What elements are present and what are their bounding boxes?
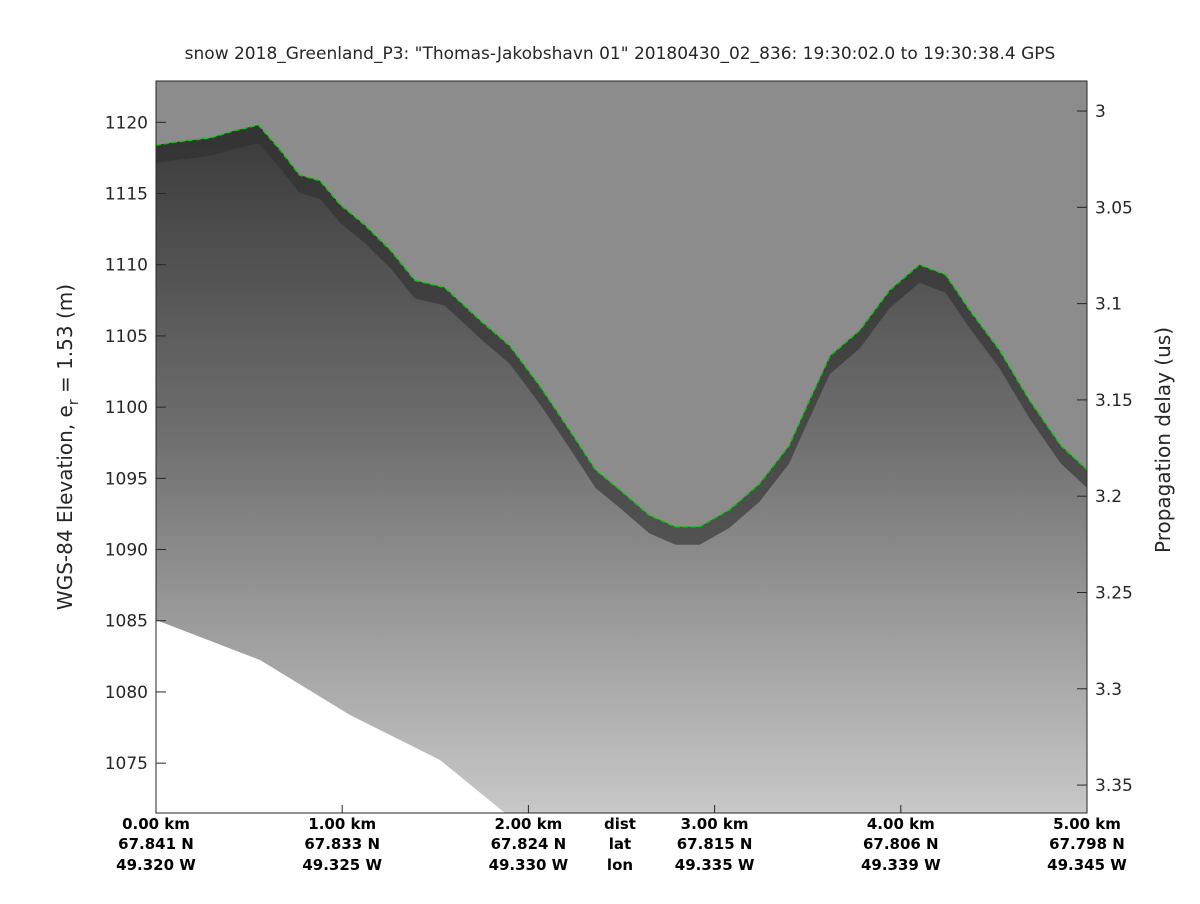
y2-axis-label: Propagation delay (us)	[1151, 327, 1175, 553]
y-tick-label: 1075	[105, 754, 148, 774]
surface-line	[156, 124, 1087, 528]
no-data-region	[156, 620, 505, 813]
y-label-text: = 1.53 (m)	[53, 284, 77, 399]
x-tick-label: 5.00 km	[1053, 815, 1121, 833]
row-header: lon	[607, 856, 633, 874]
x-tick-label: 4.00 km	[867, 815, 935, 833]
row-header: lat	[609, 835, 631, 853]
y-tick-label: 1110	[105, 256, 148, 276]
y2-tick-label: 3.25	[1095, 583, 1133, 603]
lon-label: 49.335 W	[675, 856, 755, 874]
y-tick-label: 1115	[105, 185, 148, 205]
plot-frame	[155, 80, 1088, 814]
lat-label: 67.833 N	[304, 835, 380, 853]
x-tick-label: 0.00 km	[122, 815, 190, 833]
lat-label: 67.841 N	[118, 835, 194, 853]
chart-title: snow 2018_Greenland_P3: "Thomas-Jakobsha…	[185, 44, 1056, 64]
y-tick-label: 1100	[105, 398, 148, 418]
y2-tick-label: 3.3	[1095, 680, 1122, 700]
y-label-text: WGS-84 Elevation, e	[53, 405, 77, 610]
row-header: dist	[604, 815, 636, 833]
y2-tick-label: 3.35	[1095, 776, 1133, 796]
y-axis-label: WGS-84 Elevation, er = 1.53 (m)	[53, 284, 82, 610]
y-tick-label: 1105	[105, 327, 148, 347]
y-label-subscript: r	[66, 399, 82, 405]
y-tick-label: 1095	[105, 469, 148, 489]
lat-label: 67.806 N	[863, 835, 939, 853]
y2-tick-label: 3.15	[1095, 391, 1133, 411]
lon-label: 49.320 W	[116, 856, 196, 874]
y-tick-label: 1085	[105, 612, 148, 632]
x-tick-label: 1.00 km	[308, 815, 376, 833]
x-tick-label: 2.00 km	[494, 815, 562, 833]
lon-label: 49.330 W	[489, 856, 569, 874]
y-tick-label: 1120	[105, 113, 148, 133]
lat-label: 67.798 N	[1049, 835, 1125, 853]
lon-label: 49.345 W	[1047, 856, 1127, 874]
lon-label: 49.339 W	[861, 856, 941, 874]
x-tick-label: 3.00 km	[681, 815, 749, 833]
lat-label: 67.815 N	[677, 835, 753, 853]
y2-tick-label: 3	[1095, 102, 1106, 122]
lat-label: 67.824 N	[491, 835, 567, 853]
lon-label: 49.325 W	[302, 856, 382, 874]
y2-tick-label: 3.05	[1095, 198, 1133, 218]
subsurface	[156, 125, 1087, 813]
y-tick-label: 1080	[105, 683, 148, 703]
echogram	[156, 124, 1087, 813]
y2-tick-label: 3.2	[1095, 487, 1122, 507]
y2-tick-label: 3.1	[1095, 295, 1122, 315]
y-tick-label: 1090	[105, 541, 148, 561]
